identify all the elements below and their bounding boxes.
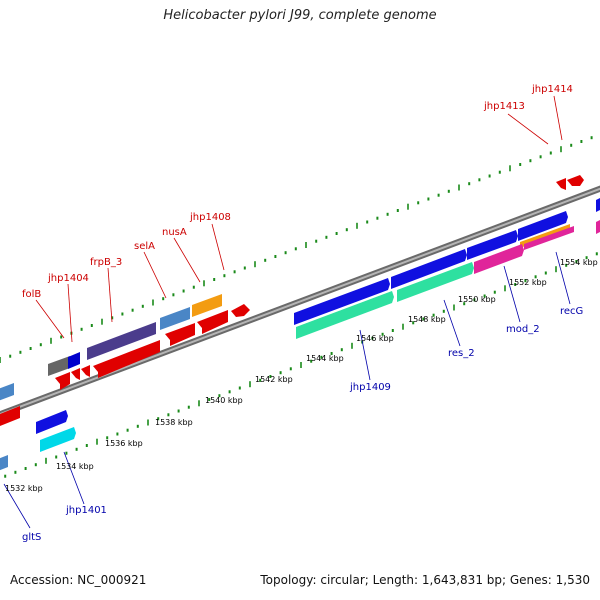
- tick-label: 1540 kbp: [205, 396, 243, 405]
- gene-segment: [556, 178, 566, 190]
- gene-segment: [0, 406, 20, 426]
- gene-label: recG: [560, 306, 583, 317]
- tick-label: 1536 kbp: [105, 439, 143, 448]
- top-gene-labels: folB jhp1404 frpB_3 selA nusA jhp1408 jh…: [22, 84, 573, 300]
- gene-segment: [391, 249, 467, 289]
- gene-label: folB: [22, 289, 41, 300]
- gene-segment: [81, 365, 90, 377]
- genome-summary-text: Topology: circular; Length: 1,643,831 bp…: [260, 573, 590, 587]
- gene-segment: [55, 372, 70, 390]
- gene-segment: [165, 323, 195, 346]
- bottom-leader-lines: [3, 251, 571, 529]
- kbp-tick-labels: 1532 kbp 1534 kbp 1536 kbp 1538 kbp 1540…: [5, 258, 598, 493]
- gene-label: selA: [134, 241, 155, 252]
- gene-segment: [397, 262, 474, 302]
- outer-tick-row: [0, 136, 593, 363]
- map-title: Helicobacter pylori J99, complete genome: [163, 8, 437, 23]
- tick-label: 1534 kbp: [56, 462, 94, 471]
- gene-segment: [474, 244, 524, 274]
- gene-segment: [71, 368, 80, 380]
- tick-label: 1554 kbp: [560, 258, 598, 267]
- gene-segment: [518, 211, 568, 241]
- gene-segment: [68, 352, 80, 369]
- gene-label: frpB_3: [90, 257, 122, 268]
- gene-label: jhp1413: [483, 101, 525, 112]
- gene-segment: [160, 307, 190, 330]
- gene-label: nusA: [162, 227, 187, 238]
- tick-label: 1538 kbp: [155, 418, 193, 427]
- tick-label: 1542 kbp: [255, 375, 293, 384]
- bottom-gene-labels: gltS jhp1401 jhp1409 res_2 mod_2 recG: [22, 306, 583, 543]
- tick-label: 1550 kbp: [458, 295, 496, 304]
- gene-segment: [192, 294, 222, 317]
- gene-segment: [596, 220, 600, 234]
- gene-segment: [296, 291, 394, 339]
- gene-segment: [36, 410, 68, 434]
- gene-segment: [231, 304, 250, 317]
- gene-label: mod_2: [506, 324, 540, 335]
- tick-label: 1532 kbp: [5, 484, 43, 493]
- gene-segment: [40, 427, 76, 452]
- tick-label: 1546 kbp: [356, 334, 394, 343]
- accession-text: Accession: NC_000921: [10, 573, 147, 587]
- gene-segment: [0, 455, 8, 471]
- gene-segment: [87, 322, 156, 360]
- forward-strand-genes: [0, 198, 600, 401]
- genome-backbone: [0, 185, 600, 418]
- lower-track-genes: [0, 220, 600, 471]
- gene-segment: [48, 356, 70, 376]
- tick-label: 1548 kbp: [408, 315, 446, 324]
- gene-label: gltS: [22, 532, 41, 543]
- gene-label: jhp1409: [349, 382, 391, 393]
- gene-segment: [596, 198, 600, 212]
- gene-segment: [294, 278, 390, 325]
- gene-segment: [524, 226, 574, 250]
- gene-segment: [467, 230, 518, 260]
- tick-label: 1552 kbp: [509, 278, 547, 287]
- gene-label: jhp1408: [189, 212, 231, 223]
- tick-label: 1544 kbp: [306, 354, 344, 363]
- top-leader-lines: [35, 95, 563, 343]
- gene-label: jhp1404: [47, 273, 89, 284]
- gene-label: jhp1414: [531, 84, 573, 95]
- gene-segment: [93, 340, 160, 378]
- gene-segment: [197, 310, 228, 334]
- gene-label: jhp1401: [65, 505, 107, 516]
- gene-segment: [0, 383, 14, 401]
- reverse-strand-genes: [0, 175, 584, 426]
- gene-segment: [567, 175, 584, 186]
- gene-label: res_2: [448, 348, 475, 359]
